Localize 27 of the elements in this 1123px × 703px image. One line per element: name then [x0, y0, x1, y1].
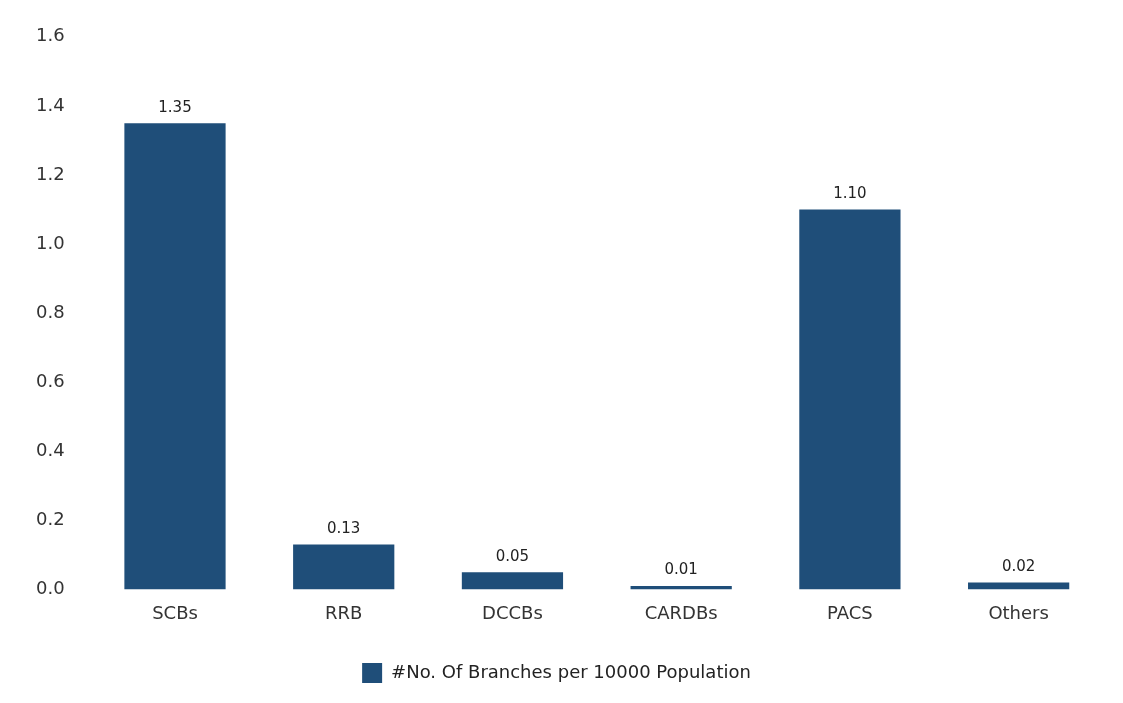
- y-tick-label: 1.2: [35, 162, 65, 184]
- bar: [124, 123, 226, 590]
- data-label: 0.02: [1001, 556, 1036, 575]
- x-tick-label: DCCBs: [482, 601, 543, 623]
- x-tick-label: SCBs: [152, 601, 198, 623]
- y-tick-label: 1.6: [35, 24, 65, 46]
- x-tick-label: CARDBs: [644, 601, 718, 623]
- data-label: 0.01: [664, 560, 698, 579]
- x-tick-label: RRB: [325, 601, 363, 623]
- y-tick-label: 0.6: [35, 369, 65, 391]
- data-label: 0.13: [327, 518, 361, 537]
- bar: [968, 582, 1070, 590]
- y-tick-label: 0.0: [35, 577, 65, 599]
- legend-label: #No. Of Branches per 10000 Population: [391, 660, 751, 682]
- x-tick-label: PACS: [827, 601, 873, 623]
- bar: [461, 572, 564, 590]
- bar: [293, 544, 395, 590]
- data-label: 1.10: [833, 183, 867, 202]
- y-tick-label: 0.2: [35, 508, 65, 529]
- y-tick-label: 1.0: [35, 231, 65, 253]
- y-tick-label: 0.8: [35, 300, 65, 322]
- y-tick-label: 1.4: [35, 93, 65, 115]
- data-label: 0.05: [495, 546, 530, 565]
- y-tick-label: 0.4: [35, 438, 65, 460]
- x-tick-label: Others: [988, 601, 1049, 623]
- data-label: 1.35: [158, 97, 192, 116]
- bar: [799, 209, 901, 590]
